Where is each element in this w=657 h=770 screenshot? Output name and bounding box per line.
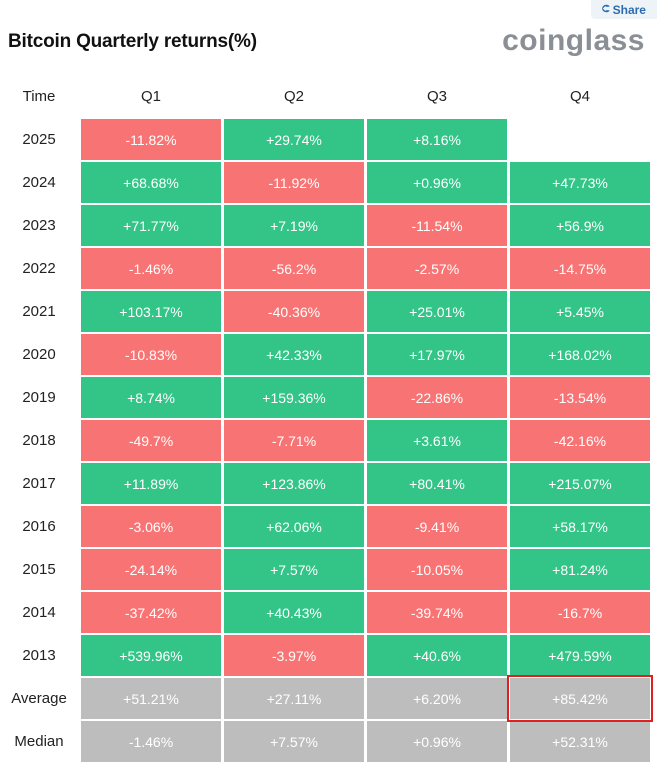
cell-2023-q3: -11.54% [367,205,507,246]
cell-2025-q4 [510,119,650,160]
cell-2022-q1: -1.46% [81,248,221,289]
chart-title: Bitcoin Quarterly returns(%) [8,31,257,52]
cell-2013-q1: +539.96% [81,635,221,676]
cell-2014-q4: -16.7% [510,592,650,633]
returns-table: Time Q1 Q2 Q3 Q4 2025 -11.82% +29.74% +8.16% 2024… [0,76,650,762]
cell-2016-q4: +58.17% [510,506,650,547]
cell-2020-q2: +42.33% [224,334,364,375]
cell-median-q2: +7.57% [224,721,364,762]
cell-2015-q2: +7.57% [224,549,364,590]
row-label-2017: 2017 [22,475,56,492]
row-label-2025: 2025 [22,131,56,148]
share-label: Share [612,2,646,17]
cell-2025-q2: +29.74% [224,119,364,160]
row-label-2021: 2021 [22,303,56,320]
cell-average-q2: +27.11% [224,678,364,719]
cell-2021-q4: +5.45% [510,291,650,332]
cell-2013-q3: +40.6% [367,635,507,676]
cell-2020-q1: -10.83% [81,334,221,375]
cell-2017-q3: +80.41% [367,463,507,504]
cell-average-q3: +6.20% [367,678,507,719]
row-label-2023: 2023 [22,217,56,234]
cell-2019-q2: +159.36% [224,377,364,418]
cell-2025-q3: +8.16% [367,119,507,160]
share-icon: ⮈ [602,4,610,15]
cell-2019-q3: -22.86% [367,377,507,418]
cell-2021-q3: +25.01% [367,291,507,332]
cell-2016-q2: +62.06% [224,506,364,547]
row-label-2019: 2019 [22,389,56,406]
cell-2021-q1: +103.17% [81,291,221,332]
column-header-time: Time [22,88,56,105]
row-label-2018: 2018 [22,432,56,449]
row-label-2015: 2015 [22,561,56,578]
row-label-2020: 2020 [22,346,56,363]
cell-2021-q2: -40.36% [224,291,364,332]
cell-2019-q1: +8.74% [81,377,221,418]
cell-2018-q3: +3.61% [367,420,507,461]
column-header-q1: Q1 [140,88,161,105]
row-label-average: Average [11,690,67,707]
cell-2015-q4: +81.24% [510,549,650,590]
cell-2013-q2: -3.97% [224,635,364,676]
cell-2024-q4: +47.73% [510,162,650,203]
cell-2016-q1: -3.06% [81,506,221,547]
cell-2019-q4: -13.54% [510,377,650,418]
cell-2014-q3: -39.74% [367,592,507,633]
row-label-2014: 2014 [22,604,56,621]
row-label-median: Median [14,733,64,750]
cell-2025-q1: -11.82% [81,119,221,160]
cell-2018-q1: -49.7% [81,420,221,461]
cell-2017-q1: +11.89% [81,463,221,504]
cell-2015-q1: -24.14% [81,549,221,590]
cell-median-q3: +0.96% [367,721,507,762]
cell-2024-q3: +0.96% [367,162,507,203]
share-button[interactable]: ⮈ Share [591,0,657,19]
cell-2017-q2: +123.86% [224,463,364,504]
row-label-2016: 2016 [22,518,56,535]
cell-median-q4: +52.31% [510,721,650,762]
cell-2022-q4: -14.75% [510,248,650,289]
cell-2020-q3: +17.97% [367,334,507,375]
column-header-q2: Q2 [283,88,304,105]
cell-2024-q2: -11.92% [224,162,364,203]
row-label-2022: 2022 [22,260,56,277]
row-label-2013: 2013 [22,647,56,664]
cell-2020-q4: +168.02% [510,334,650,375]
brand-logo: coinglass [502,24,645,57]
cell-2023-q2: +7.19% [224,205,364,246]
row-label-2024: 2024 [22,174,56,191]
cell-2018-q2: -7.71% [224,420,364,461]
column-header-q4: Q4 [569,88,590,105]
cell-average-q4: +85.42% [510,678,650,719]
cell-2022-q2: -56.2% [224,248,364,289]
column-header-q3: Q3 [426,88,447,105]
cell-2013-q4: +479.59% [510,635,650,676]
cell-2014-q2: +40.43% [224,592,364,633]
cell-average-q1: +51.21% [81,678,221,719]
cell-2023-q4: +56.9% [510,205,650,246]
cell-2018-q4: -42.16% [510,420,650,461]
cell-2017-q4: +215.07% [510,463,650,504]
cell-2015-q3: -10.05% [367,549,507,590]
cell-2014-q1: -37.42% [81,592,221,633]
cell-2023-q1: +71.77% [81,205,221,246]
cell-2022-q3: -2.57% [367,248,507,289]
cell-2024-q1: +68.68% [81,162,221,203]
cell-median-q1: -1.46% [81,721,221,762]
cell-2016-q3: -9.41% [367,506,507,547]
